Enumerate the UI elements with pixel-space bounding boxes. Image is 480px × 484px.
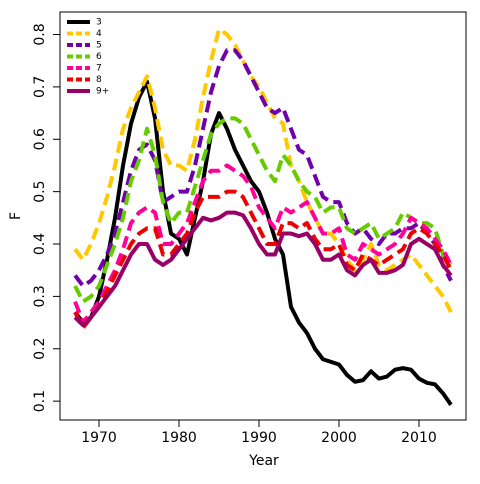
series-line bbox=[73, 79, 453, 406]
y-tick-label: 0.8 bbox=[32, 23, 48, 45]
y-tick-label: 0.1 bbox=[32, 390, 48, 412]
y-tick-label: 0.5 bbox=[32, 181, 48, 203]
legend-label: 4 bbox=[96, 29, 102, 39]
legend-label: 6 bbox=[96, 52, 102, 62]
series-line bbox=[73, 27, 453, 314]
x-tick-label: 1990 bbox=[241, 430, 277, 446]
x-tick-label: 1970 bbox=[81, 430, 117, 446]
series-line bbox=[73, 163, 453, 325]
y-tick-label: 0.7 bbox=[32, 76, 48, 98]
legend-label: 9+ bbox=[96, 87, 109, 97]
x-tick-label: 2010 bbox=[401, 430, 437, 446]
y-tick-label: 0.4 bbox=[32, 233, 48, 255]
series-line bbox=[73, 210, 453, 328]
series-line bbox=[73, 189, 453, 330]
y-tick-label: 0.2 bbox=[32, 338, 48, 360]
x-axis-label: Year bbox=[248, 453, 279, 469]
x-tick-label: 2000 bbox=[321, 430, 357, 446]
series-line bbox=[73, 116, 453, 304]
x-tick-label: 1980 bbox=[161, 430, 197, 446]
y-tick-label: 0.3 bbox=[32, 285, 48, 307]
y-tick-label: 0.6 bbox=[32, 128, 48, 150]
legend-label: 5 bbox=[96, 41, 102, 51]
legend-label: 3 bbox=[96, 18, 102, 28]
legend-label: 7 bbox=[96, 64, 102, 74]
y-axis-label: F bbox=[8, 212, 24, 220]
series-line bbox=[73, 48, 453, 288]
legend-label: 8 bbox=[96, 75, 102, 85]
plot-frame bbox=[59, 11, 467, 421]
